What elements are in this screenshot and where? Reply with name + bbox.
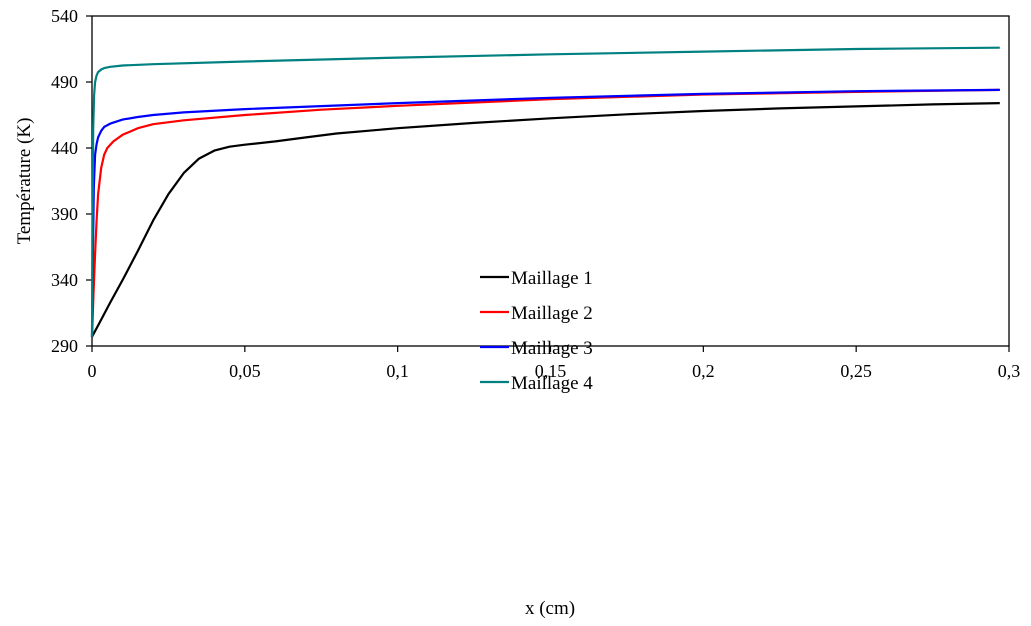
series-line-3: [90, 88, 1000, 337]
x-axis-ticks: 0 0,05 0,1 0,15 0,2 0,25 0,3: [88, 346, 1021, 381]
y-tick-label: 440: [51, 138, 78, 158]
legend-entry-label: Maillage 3: [511, 338, 593, 359]
y-tick-label: 390: [51, 204, 78, 224]
y-axis-title: Température (K): [14, 118, 35, 245]
y-tick-label: 340: [51, 270, 78, 290]
legend-entry-label: Maillage 1: [511, 268, 593, 289]
plot-frame: [91, 15, 1010, 347]
x-axis-title: x (cm): [525, 598, 575, 619]
x-tick-label: 0,25: [840, 361, 872, 381]
series-lines: [90, 46, 1000, 338]
y-tick-label: 540: [51, 6, 78, 26]
x-tick-label: 0,2: [692, 361, 715, 381]
x-tick-label: 0,1: [386, 361, 409, 381]
y-axis-ticks: 290 340 390 440 490 540: [51, 6, 92, 356]
y-tick-label: 290: [51, 336, 78, 356]
y-tick-label: 490: [51, 72, 78, 92]
x-tick-label: 0,05: [229, 361, 261, 381]
x-tick-label: 0,15: [535, 361, 567, 381]
x-tick-label: 0,3: [998, 361, 1021, 381]
legend-entry-label: Maillage 4: [511, 373, 593, 394]
legend: Maillage 1 Maillage 2 Maillage 3 Maillage 4: [480, 268, 593, 394]
legend-entry-label: Maillage 2: [511, 303, 593, 324]
series-line-4: [90, 46, 1000, 337]
x-tick-label: 0: [88, 361, 97, 381]
series-line-2: [90, 88, 1000, 337]
series-line-1: [91, 102, 1000, 338]
